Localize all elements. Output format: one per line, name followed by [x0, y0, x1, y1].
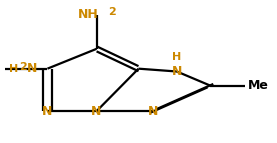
- Text: 2: 2: [108, 7, 116, 17]
- Text: Me: Me: [248, 79, 268, 92]
- Text: N: N: [91, 105, 102, 118]
- Text: H: H: [172, 52, 181, 62]
- Text: 2: 2: [19, 62, 26, 72]
- Text: N: N: [172, 65, 182, 78]
- Text: NH: NH: [78, 8, 99, 21]
- Text: N: N: [42, 105, 53, 118]
- Text: N: N: [148, 105, 158, 118]
- Text: N: N: [27, 62, 37, 75]
- Text: H: H: [9, 64, 18, 74]
